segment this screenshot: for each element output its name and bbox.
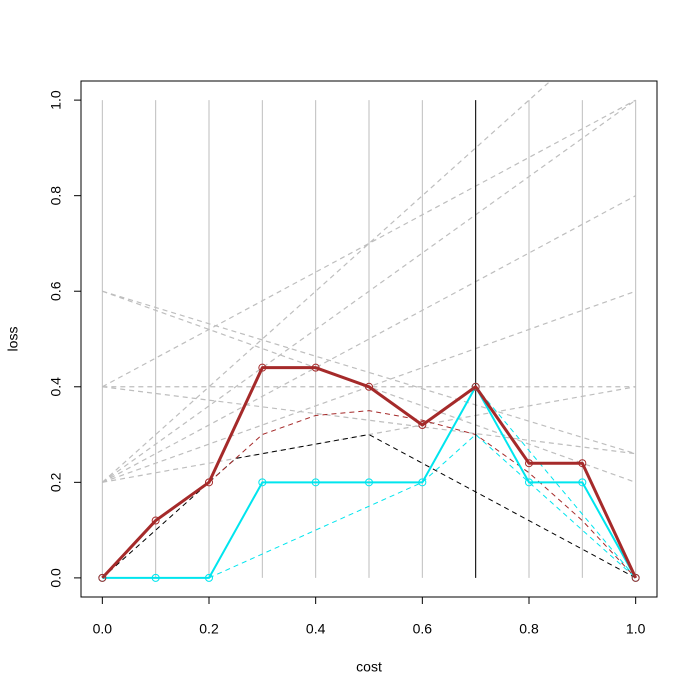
point (365, 382, 373, 391)
y-tick-label: 0.4 (48, 377, 64, 397)
line (102, 99, 636, 388)
point (311, 478, 320, 487)
line (102, 290, 636, 455)
y-tick-label: 0.6 (48, 281, 64, 301)
y-axis-label: loss (5, 327, 21, 352)
point (311, 363, 320, 372)
point (418, 421, 427, 429)
point (365, 478, 373, 487)
point (98, 573, 107, 582)
line (101, 434, 636, 579)
plot-area (101, 81, 638, 579)
point (418, 478, 427, 487)
line (101, 410, 637, 579)
point (525, 459, 533, 468)
x-tick-label: 0.8 (519, 621, 539, 637)
x-axis-label: cost (356, 659, 382, 675)
point (471, 382, 480, 391)
point (151, 573, 160, 582)
line (101, 366, 638, 579)
x-tick-label: 0.4 (306, 621, 326, 637)
point (258, 363, 267, 372)
x-tick-label: 0.0 (93, 621, 113, 637)
line (102, 385, 637, 579)
y-tick-label: 0.8 (48, 186, 64, 206)
point (258, 478, 267, 487)
line (101, 81, 552, 483)
x-tick-label: 1.0 (626, 621, 646, 637)
y-tick-label: 1.0 (48, 90, 64, 110)
x-tick-label: 0.6 (413, 621, 433, 637)
point (525, 478, 533, 487)
point (205, 478, 213, 487)
line (102, 386, 636, 483)
point (578, 478, 587, 487)
point (151, 516, 160, 525)
line (101, 99, 637, 483)
point (578, 459, 587, 468)
line (102, 195, 636, 483)
line (475, 386, 637, 579)
point (631, 573, 640, 582)
x-tick-label: 0.2 (199, 621, 219, 637)
y-tick-label: 0.2 (48, 472, 64, 492)
y-tick-label: 0.0 (48, 568, 64, 588)
point (205, 573, 213, 582)
